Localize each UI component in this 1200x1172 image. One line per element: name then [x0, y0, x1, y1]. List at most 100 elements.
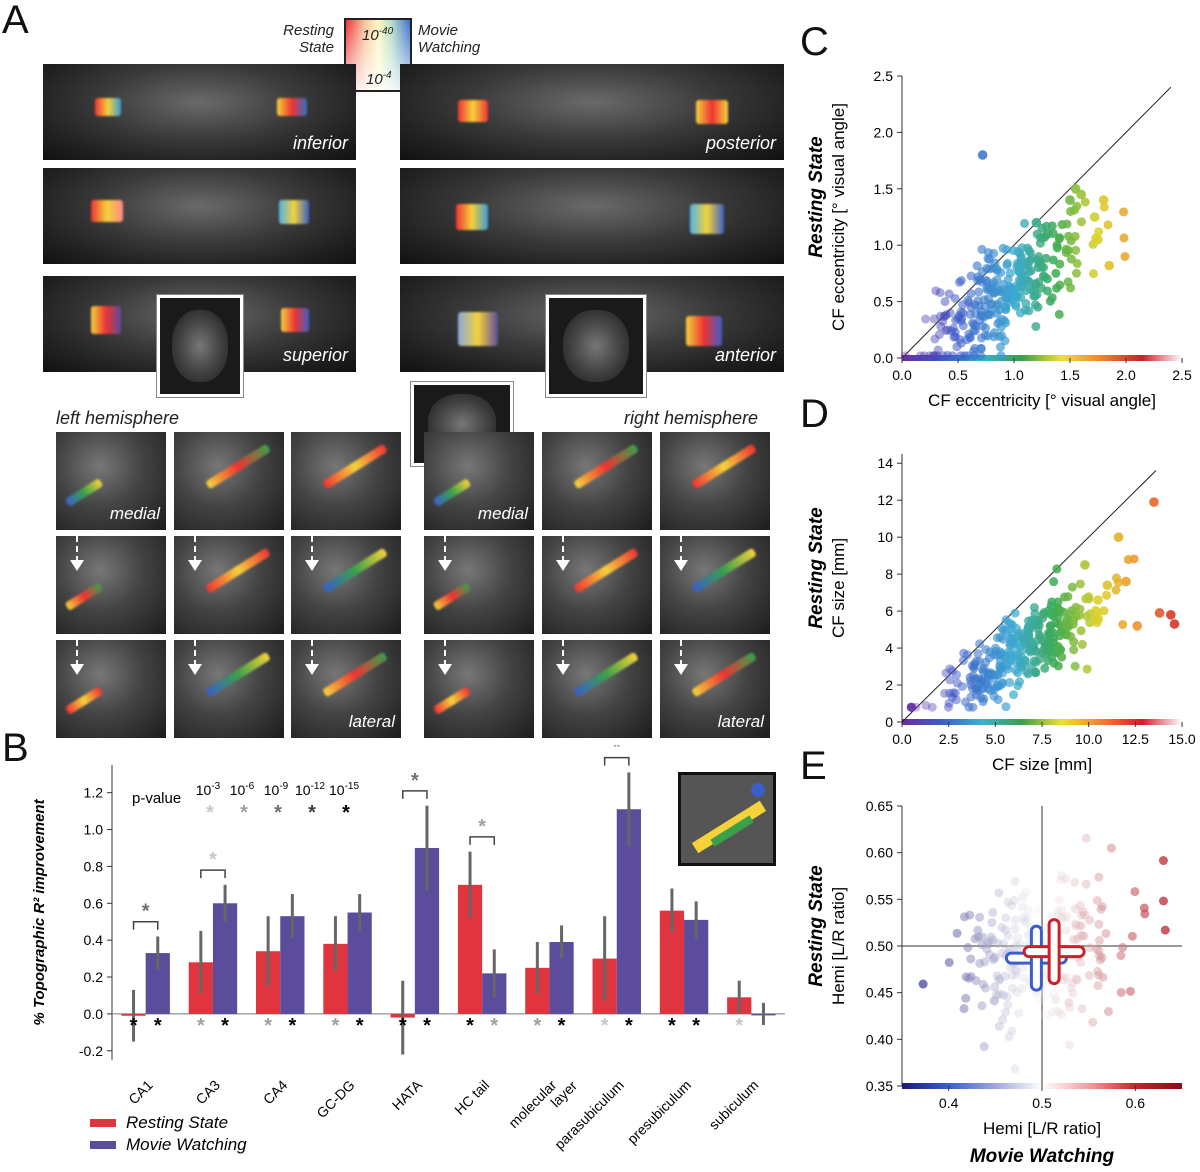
data-point: [947, 666, 957, 676]
y-axis-label: % Topographic R² improvement: [31, 798, 48, 1025]
sagittal-slice: [542, 432, 652, 530]
y-tick-label: 10: [877, 529, 893, 545]
significance-colorbar: 10-40 10-4: [344, 18, 412, 92]
sagittal-slice: medial: [424, 432, 534, 530]
data-point: [1011, 665, 1021, 675]
data-point: [1032, 904, 1042, 914]
data-point: [1072, 201, 1082, 211]
data-point: [1067, 606, 1077, 616]
color-scale-bar: [902, 355, 1182, 361]
activation-blob: [64, 582, 104, 611]
data-point: [1076, 626, 1086, 636]
data-point: [906, 702, 916, 712]
p-value-level: 10-6: [230, 781, 255, 798]
medial-label: medial: [109, 504, 160, 523]
dashed-arrow: [194, 640, 196, 666]
data-point: [906, 702, 916, 712]
data-point: [919, 351, 929, 361]
data-point: [1068, 978, 1078, 988]
data-point: [952, 928, 962, 938]
data-point: [995, 989, 1005, 999]
y-tick-label: 0.8: [84, 858, 104, 874]
data-point: [1056, 627, 1066, 637]
data-point: [966, 954, 976, 964]
significance-star: *: [154, 1015, 162, 1037]
data-point: [1071, 268, 1081, 278]
significance-star: *: [466, 1015, 474, 1037]
data-point: [1118, 942, 1128, 952]
data-point: [992, 633, 1002, 643]
data-point: [1077, 639, 1087, 649]
category-label: HATA: [389, 1076, 426, 1113]
y-tick-label: 12: [877, 492, 893, 508]
data-point: [1049, 577, 1059, 587]
arrow-head-icon: [188, 560, 202, 571]
significance-star: *: [264, 1015, 272, 1037]
legend-swatch: [90, 1119, 116, 1127]
y-axis-label: CF eccentricity [° visual angle]: [829, 103, 848, 331]
data-point: [994, 975, 1004, 985]
dashed-arrow: [444, 536, 446, 562]
data-point: [1026, 615, 1036, 625]
colorbar-left-label: Resting State: [268, 22, 334, 56]
data-point: [977, 150, 988, 160]
sagittal-slice: medial: [56, 432, 166, 530]
data-point: [1044, 1011, 1054, 1021]
data-point: [991, 646, 1001, 656]
data-point: [1040, 991, 1050, 1001]
data-point: [998, 939, 1008, 949]
data-point: [1001, 702, 1011, 712]
coronal-slice-posterior: posterior: [400, 64, 784, 160]
significance-star: *: [558, 1015, 566, 1037]
data-point: [1064, 997, 1074, 1007]
data-point: [996, 351, 1006, 361]
parasubiculum-inset: [678, 772, 776, 866]
y-tick-label: 0.0: [84, 1006, 104, 1022]
data-point: [930, 334, 940, 344]
data-point: [1025, 248, 1035, 258]
chart-b-topographic-improvement: -0.2 0.0 0.2 0.4 0.6 0.8 1.0 1.2 % Topographic R…: [31, 745, 785, 1154]
significance-star: *: [601, 1015, 609, 1037]
arrow-head-icon: [70, 560, 84, 571]
significance-bracket: [200, 869, 226, 879]
data-point: [1099, 202, 1109, 212]
data-point: [1071, 921, 1081, 931]
data-point: [977, 277, 987, 287]
y-tick-label: 0.50: [866, 938, 893, 954]
y-tick-label: 0.0: [874, 350, 894, 366]
data-point: [1070, 661, 1080, 671]
arrow-head-icon: [188, 664, 202, 675]
y-tick-label: 0.4: [84, 932, 104, 948]
data-point: [989, 248, 999, 258]
data-point: [1048, 255, 1058, 265]
y-tick-label: 1.2: [84, 785, 104, 801]
data-point: [1069, 645, 1079, 655]
data-point: [1092, 896, 1102, 906]
data-point: [1008, 246, 1018, 256]
data-point: [1127, 931, 1137, 941]
data-point: [1009, 690, 1019, 700]
significance-bracket: [401, 790, 428, 799]
arrow-head-icon: [70, 664, 84, 675]
data-point: [933, 345, 943, 355]
data-point: [1050, 995, 1060, 1005]
colorbar-right-label-line2: Watching: [418, 39, 481, 56]
significance-star: *: [399, 1015, 407, 1037]
data-point: [1056, 875, 1066, 885]
data-point: [975, 315, 985, 325]
data-point: [1042, 274, 1052, 284]
x-axis-label: CF size [mm]: [992, 755, 1092, 774]
data-point: [1004, 1032, 1014, 1042]
data-point: [1034, 630, 1044, 640]
y-tick-label: 0.5: [874, 294, 894, 310]
dashed-arrow: [680, 536, 682, 562]
data-point: [1062, 614, 1072, 624]
significance-star: *: [735, 1015, 743, 1037]
dashed-arrow: [311, 640, 313, 666]
data-point: [1001, 659, 1011, 669]
data-point: [1085, 915, 1095, 925]
dashed-arrow: [311, 536, 313, 562]
data-point: [1010, 915, 1020, 925]
data-point: [944, 698, 954, 708]
data-point: [1061, 874, 1071, 884]
